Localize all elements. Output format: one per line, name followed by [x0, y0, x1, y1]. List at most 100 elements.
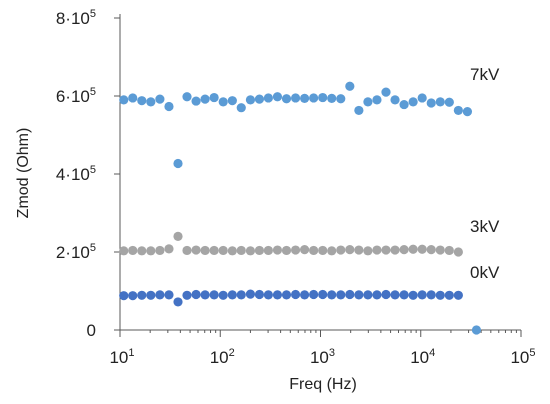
data-point [119, 291, 129, 301]
data-point [281, 94, 292, 104]
data-point [309, 245, 319, 256]
data-point [191, 245, 201, 255]
data-point [173, 231, 183, 241]
data-points [119, 81, 482, 335]
data-point [263, 93, 273, 103]
x-tick-label: 101 [109, 347, 134, 367]
data-point [182, 92, 192, 102]
data-point [227, 246, 237, 256]
data-point [435, 290, 445, 300]
data-point [236, 290, 246, 300]
data-point [345, 289, 355, 300]
y-tick-label: 0 [87, 321, 96, 340]
data-point [381, 87, 391, 97]
data-point [290, 245, 301, 255]
data-point [444, 97, 454, 107]
y-axis-label: Zmod (Ohm) [15, 128, 32, 219]
data-point [182, 245, 192, 256]
data-point [164, 290, 174, 300]
data-point [146, 97, 156, 107]
data-point [399, 245, 409, 255]
data-point [327, 290, 337, 300]
data-point [399, 290, 409, 300]
data-point [218, 290, 228, 300]
data-point [426, 245, 436, 255]
data-point [299, 290, 310, 300]
data-point [354, 290, 364, 300]
data-point [245, 289, 256, 299]
data-point [309, 93, 319, 103]
axes [119, 14, 521, 331]
data-point [173, 297, 183, 307]
x-axis-label: Freq (Hz) [289, 376, 357, 393]
data-point [345, 81, 355, 91]
data-point [137, 290, 147, 300]
data-point [209, 290, 219, 300]
data-point [128, 291, 138, 301]
data-point [417, 93, 427, 103]
data-point [164, 244, 174, 254]
data-point [200, 94, 210, 104]
data-point [453, 105, 463, 116]
data-point [209, 92, 219, 103]
data-point [182, 290, 192, 300]
data-point [119, 246, 129, 256]
data-point [146, 246, 156, 256]
x-tick-label: 103 [310, 347, 335, 367]
y-tick-label: 4·105 [56, 164, 96, 184]
data-point [363, 246, 373, 256]
y-tick-label: 6·105 [56, 86, 96, 106]
data-point [209, 245, 219, 256]
data-point [426, 98, 436, 108]
data-point [164, 101, 174, 112]
data-point [227, 96, 237, 106]
data-point [372, 95, 382, 105]
data-point [137, 96, 147, 106]
data-point [417, 244, 427, 254]
series-0kV-points [119, 289, 463, 307]
data-point [327, 93, 337, 103]
data-point [236, 103, 246, 113]
data-point [155, 290, 165, 300]
data-point [155, 245, 165, 256]
data-point [354, 245, 364, 255]
series-label: 3kV [470, 217, 500, 236]
data-point [444, 245, 454, 256]
data-point [254, 289, 265, 300]
data-point [363, 97, 373, 107]
data-point [336, 94, 346, 104]
data-point [417, 290, 427, 300]
data-point [191, 289, 201, 300]
data-point [435, 245, 445, 255]
series-7kV-points [119, 81, 482, 335]
data-point [218, 245, 228, 256]
data-point [309, 289, 319, 300]
data-point [453, 290, 463, 300]
data-point [218, 97, 228, 107]
data-point [128, 93, 138, 103]
data-point [372, 290, 382, 300]
data-point [272, 92, 283, 102]
data-point [245, 246, 256, 256]
data-point [426, 290, 436, 300]
data-point [200, 290, 210, 300]
series-label: 0kV [470, 263, 500, 282]
data-point [354, 105, 364, 116]
series-label: 7kV [470, 65, 500, 84]
data-point [390, 95, 400, 105]
x-tick-label: 104 [410, 347, 435, 367]
x-tick-label: 105 [510, 347, 535, 367]
data-point [236, 245, 246, 256]
series-3kV-points [119, 231, 463, 257]
data-point [381, 245, 391, 255]
data-point [119, 95, 129, 105]
data-point [399, 99, 409, 110]
y-tick-label: 2·105 [56, 242, 96, 262]
data-point [281, 290, 292, 300]
data-point [408, 97, 418, 107]
data-point [272, 290, 283, 300]
data-point [336, 245, 346, 255]
data-point [200, 245, 210, 256]
data-point [471, 325, 482, 335]
